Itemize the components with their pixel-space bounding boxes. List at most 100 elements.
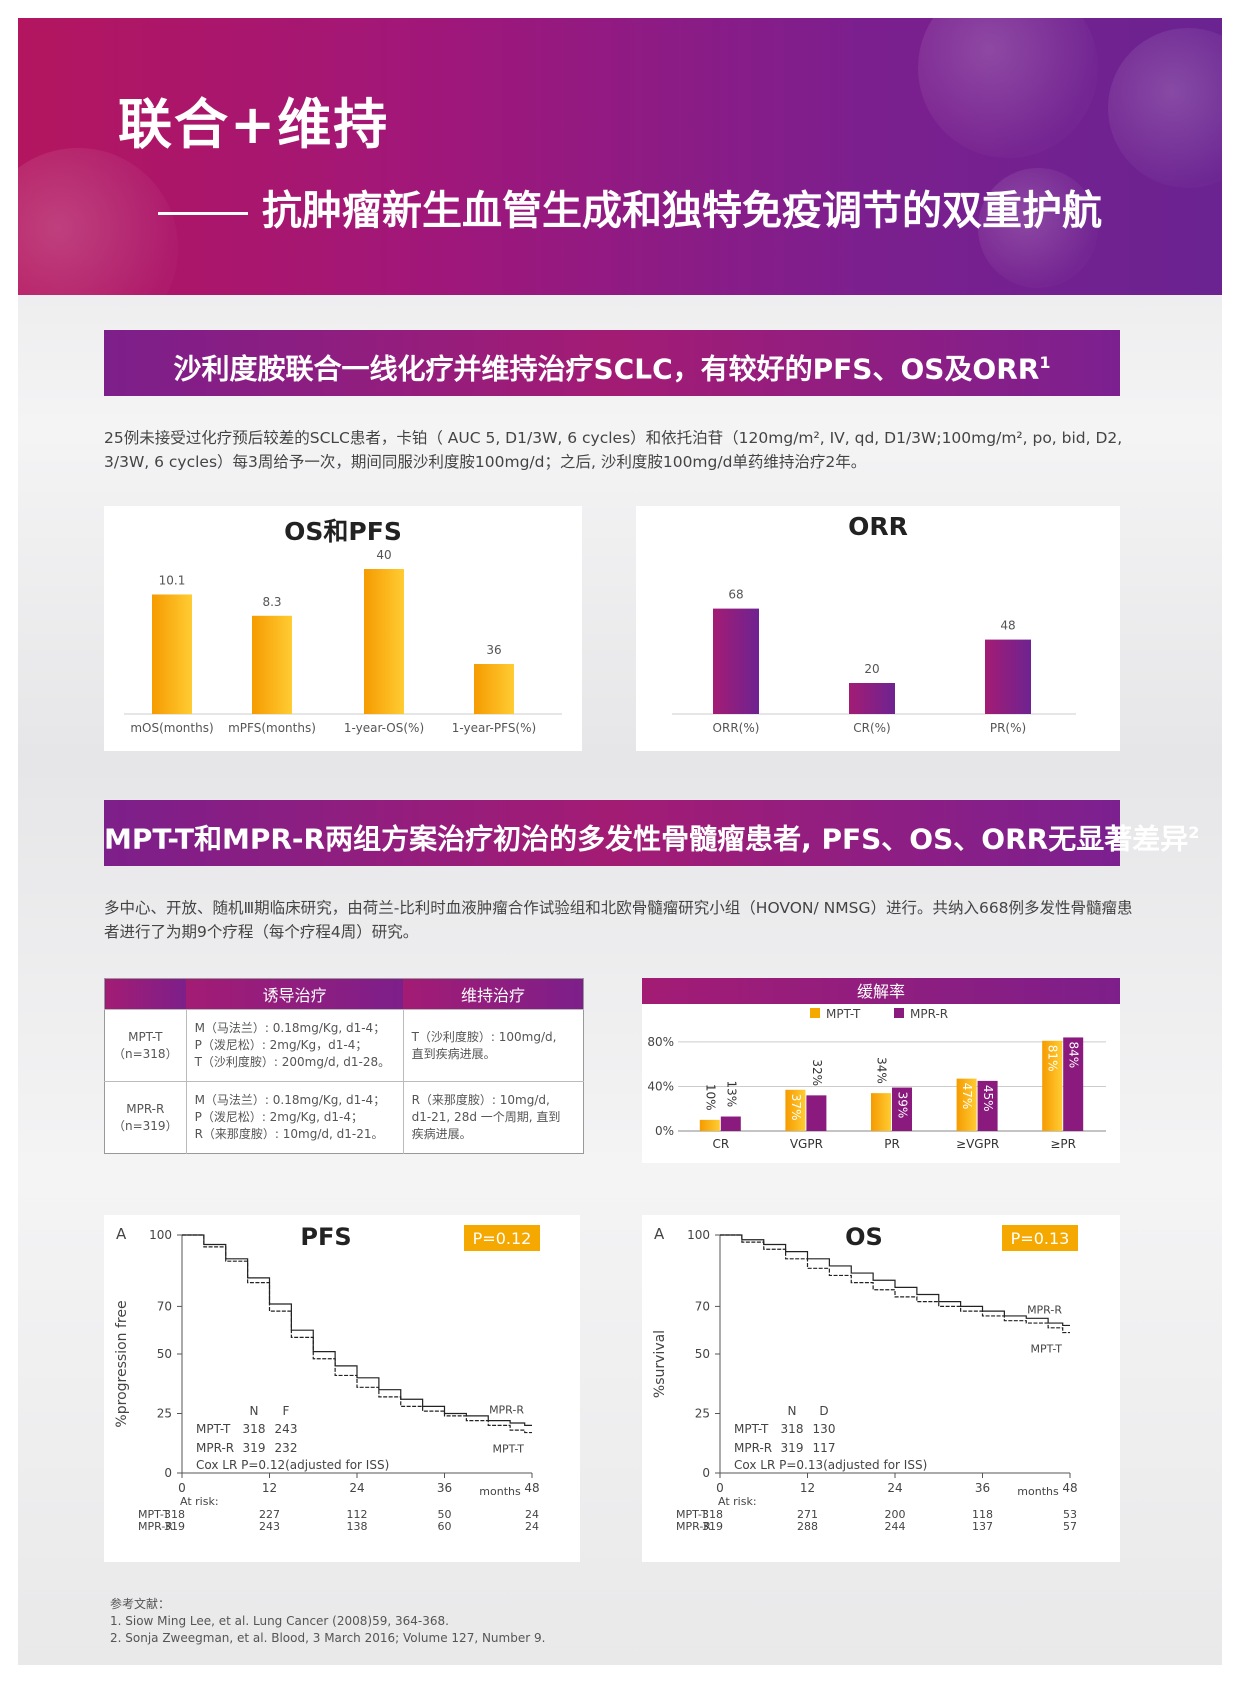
- regimen-line: M（马法兰）: 0.18mg/Kg, d1-4；: [194, 1021, 386, 1035]
- regimen-line: R（来那度胺）: 10mg/d,: [411, 1093, 550, 1107]
- bar-MPT-T-VGPR: [785, 1089, 806, 1131]
- virus-decoration: [18, 148, 178, 295]
- at-risk-value: 24: [525, 1508, 539, 1521]
- regimen-group-n: （n=318）: [113, 1046, 178, 1061]
- p-value-box: [1002, 1225, 1078, 1251]
- y-tick-label: 100: [687, 1228, 710, 1242]
- regimen-header-row: 诱导治疗 维持治疗: [104, 978, 584, 1010]
- km-line-MPT-T: [720, 1234, 1070, 1334]
- tick-label: 1-year-PFS(%): [452, 721, 536, 735]
- page-title: 联合+维持: [118, 93, 390, 156]
- data-label: 84%: [1067, 1041, 1081, 1068]
- data-label: 81%: [1046, 1045, 1060, 1072]
- y-tick-label: 70: [157, 1299, 172, 1313]
- at-risk-value: 227: [259, 1508, 280, 1521]
- tick-label: 1-year-OS(%): [344, 721, 424, 735]
- at-risk-value: 60: [438, 1520, 452, 1533]
- bar-CR(%): [849, 683, 895, 714]
- references-title: 参考文献：: [110, 1597, 171, 1611]
- bar-1-year-PFS(%): [474, 664, 514, 714]
- legend-swatch-mpr-r: [894, 1008, 904, 1018]
- x-tick-label: 48: [524, 1481, 539, 1495]
- at-risk-value: 318: [164, 1508, 185, 1521]
- y-tick-label: 25: [695, 1407, 710, 1421]
- legend-swatch-mpt-t: [810, 1008, 820, 1018]
- os-pfs-chart: 10.1 mOS(months) 8.3 mPFS(months) 40 1-year-O…: [124, 548, 562, 735]
- pfs-km-panel: A PFS P=0.12 %progression free 0 25 50 70 100 0 12…: [104, 1215, 580, 1562]
- y-tick-label: 40%: [647, 1079, 674, 1093]
- regimen-line: 疾病进展。: [411, 1127, 472, 1141]
- pfs-km-chart: A PFS P=0.12 %progression free 0 25 50 70 100 0 12…: [114, 1223, 540, 1533]
- data-label: 40: [376, 548, 391, 562]
- data-label: 8.3: [262, 595, 281, 609]
- y-axis-label: %progression free: [114, 1300, 130, 1427]
- section1-description: 25例未接受过化疗预后较差的SCLC患者，卡铂（ AUC 5, D1/3W, 6…: [104, 429, 1123, 471]
- series-label: MPT-T: [492, 1443, 524, 1456]
- bar-MPR-R-PR: [892, 1087, 912, 1131]
- stats-row-name: MPT-T: [734, 1422, 769, 1436]
- x-tick-label: PR: [884, 1137, 900, 1151]
- stats-row-n: 318: [243, 1422, 266, 1436]
- regimen-line: M（马法兰）: 0.18mg/Kg, d1-4；: [194, 1093, 386, 1107]
- bar-ORR(%): [713, 608, 759, 714]
- at-risk-label: At risk:: [180, 1495, 219, 1508]
- bar-MPT-T-PR: [871, 1093, 891, 1131]
- section2-banner-text: MPT-T和MPR-R两组方案治疗初治的多发性骨髓瘤患者, PFS、OS、ORR…: [104, 822, 1189, 856]
- reference-item: 2. Sonja Zweegman, et al. Blood, 3 March…: [110, 1631, 546, 1645]
- regimen-group-name: MPR-R: [126, 1101, 165, 1116]
- data-label: 36: [486, 643, 501, 657]
- at-risk-value: 244: [885, 1520, 906, 1533]
- at-risk-value: 24: [525, 1520, 539, 1533]
- orr-chart: 68 ORR(%) 20 CR(%) 48 PR(%): [672, 588, 1076, 735]
- regimen-induction-cell: M（马法兰）: 0.18mg/Kg, d1-4； P（泼尼松）: 2mg/Kg，d…: [186, 1009, 404, 1082]
- x-tick-label: 0: [716, 1481, 724, 1495]
- section2-banner-ref: 2: [1188, 823, 1200, 842]
- bar-MPR-R-≥PR: [1063, 1037, 1084, 1131]
- y-tick-label: 50: [695, 1347, 710, 1361]
- cox-test: Cox LR P=0.12(adjusted for ISS): [196, 1458, 389, 1472]
- at-risk-value: 243: [259, 1520, 280, 1533]
- stats-row-n: 318: [781, 1422, 804, 1436]
- y-tick-label: 0%: [655, 1124, 674, 1138]
- tick-label: mPFS(months): [228, 721, 316, 735]
- regimen-line: R（来那度胺）: 10mg/d, d1-21。: [194, 1127, 384, 1141]
- x-tick-label: 0: [178, 1481, 186, 1495]
- x-tick-label: 24: [349, 1481, 364, 1495]
- x-tick-label: CR: [712, 1137, 729, 1151]
- x-tick-label: 36: [437, 1481, 452, 1495]
- reference-item: 1. Siow Ming Lee, et al. Lung Cancer (20…: [110, 1614, 449, 1628]
- p-value: P=0.12: [473, 1229, 532, 1248]
- at-risk-value: 271: [797, 1508, 818, 1521]
- data-label: 13%: [724, 1081, 738, 1108]
- section2-banner: MPT-T和MPR-R两组方案治疗初治的多发性骨髓瘤患者, PFS、OS、ORR…: [104, 800, 1199, 866]
- response-rate-chart: 缓解率 MPT-T MPR-R 0% 40% 80% 10% 13% CR 37% 32% VGPR 3…: [642, 978, 1120, 1151]
- at-risk-row-name: MPT-T: [138, 1508, 170, 1521]
- orr-chart-panel: ORR 68 ORR(%) 20 CR(%) 48 PR(%): [636, 506, 1120, 751]
- series-label: MPT-T: [1030, 1343, 1062, 1356]
- os-km-panel: A OS P=0.13 %survival 0 25 50 70 100 0 12 24 36 48 mon…: [642, 1215, 1120, 1562]
- cox-test: Cox LR P=0.13(adjusted for ISS): [734, 1458, 927, 1472]
- response-rate-chart-panel: 缓解率 MPT-T MPR-R 0% 40% 80% 10% 13% CR 37% 32% VGPR 3…: [642, 978, 1120, 1163]
- at-risk-value: 319: [702, 1520, 723, 1533]
- x-tick-label: 24: [887, 1481, 902, 1495]
- bar-MPR-R-≥VGPR: [977, 1080, 998, 1131]
- regimen-line: T（沙利度胺）: 200mg/d, d1-28。: [194, 1055, 391, 1069]
- data-label: 10%: [703, 1084, 717, 1111]
- page-subtitle: 抗肿瘤新生血管生成和独特免疫调节的双重护航: [158, 178, 1102, 236]
- regimen-line: P（泼尼松）: 2mg/Kg，d1-4；: [194, 1038, 368, 1052]
- y-tick-label: 70: [695, 1299, 710, 1313]
- p-value: P=0.13: [1011, 1229, 1070, 1248]
- bar-mPFS(months): [252, 615, 292, 714]
- references: 参考文献： 1. Siow Ming Lee, et al. Lung Canc…: [110, 1596, 545, 1647]
- at-risk-value: 288: [797, 1520, 818, 1533]
- y-tick-label: 80%: [647, 1035, 674, 1049]
- tick-label: mOS(months): [130, 721, 213, 735]
- stats-header: N: [250, 1404, 259, 1418]
- at-risk-value: 137: [972, 1520, 993, 1533]
- virus-decoration: [1108, 28, 1222, 188]
- at-risk-row-name: MPT-T: [676, 1508, 708, 1521]
- bar-mOS(months): [152, 594, 192, 714]
- legend-label: MPR-R: [910, 1007, 948, 1021]
- x-tick-label: VGPR: [790, 1137, 823, 1151]
- data-label: 32%: [810, 1059, 824, 1086]
